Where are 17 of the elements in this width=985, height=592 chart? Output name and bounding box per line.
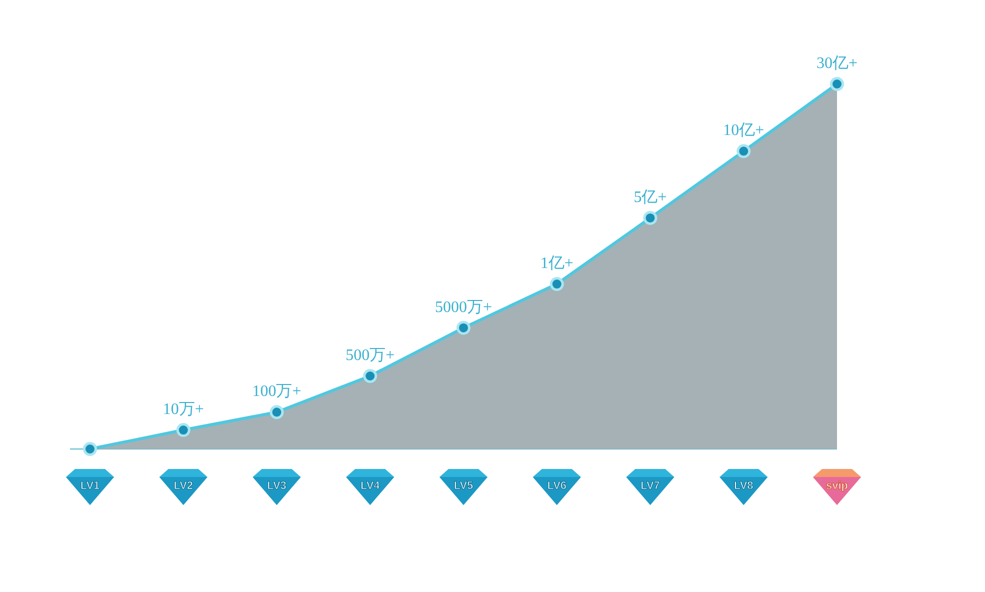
x-tick-label: LV4 — [360, 480, 381, 492]
x-tick-label: LV5 — [454, 480, 474, 492]
x-tick-label: LV2 — [174, 480, 194, 492]
x-tick-label: LV6 — [547, 480, 567, 492]
annotation: 5亿+ — [634, 188, 667, 206]
annotation: 100万+ — [252, 383, 302, 400]
annotation: 1亿+ — [540, 255, 574, 272]
annotation: 5000万+ — [434, 298, 492, 316]
x-tick-label: LV3 — [267, 480, 286, 492]
x-tick-label: LV1 — [80, 480, 100, 492]
annotation: 30亿+ — [816, 55, 858, 72]
annotation: 10万+ — [162, 401, 204, 418]
annotation: 10亿+ — [723, 122, 764, 140]
x-tick-label: LV8 — [734, 480, 754, 492]
x-tick-label: LV7 — [640, 480, 660, 492]
x-tick-label: svip — [826, 480, 848, 492]
annotation: 500万+ — [346, 347, 395, 364]
